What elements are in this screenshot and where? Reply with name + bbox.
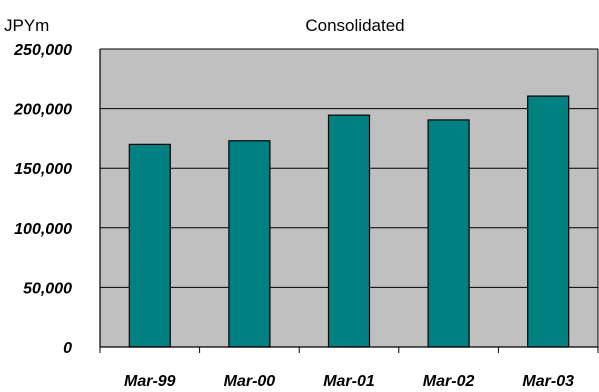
x-tick-label: Mar-03	[522, 373, 574, 390]
bars	[128, 95, 570, 348]
bar	[427, 119, 470, 348]
chart-title: Consolidated	[305, 16, 404, 35]
x-tick-label: Mar-02	[423, 373, 475, 390]
y-tick-label: 150,000	[14, 161, 72, 178]
unit-label: JPYm	[4, 16, 49, 35]
x-tick-label: Mar-00	[224, 373, 276, 390]
bar	[327, 114, 371, 348]
y-tick-label: 250,000	[13, 42, 72, 59]
y-tick-labels: 0 50,000 100,000 150,000 200,000 250,000	[13, 42, 72, 357]
y-tick-label: 200,000	[13, 102, 72, 119]
y-tick-label: 0	[63, 340, 72, 357]
axes	[99, 48, 599, 353]
bar	[527, 95, 570, 348]
x-tick-label: Mar-01	[323, 373, 375, 390]
x-tick-labels: Mar-99 Mar-00 Mar-01 Mar-02 Mar-03	[124, 373, 574, 390]
y-tick-label: 100,000	[14, 221, 72, 238]
y-tick-label: 50,000	[23, 280, 72, 297]
bar	[128, 143, 171, 348]
bar	[228, 140, 271, 348]
x-tick-label: Mar-99	[124, 373, 176, 390]
